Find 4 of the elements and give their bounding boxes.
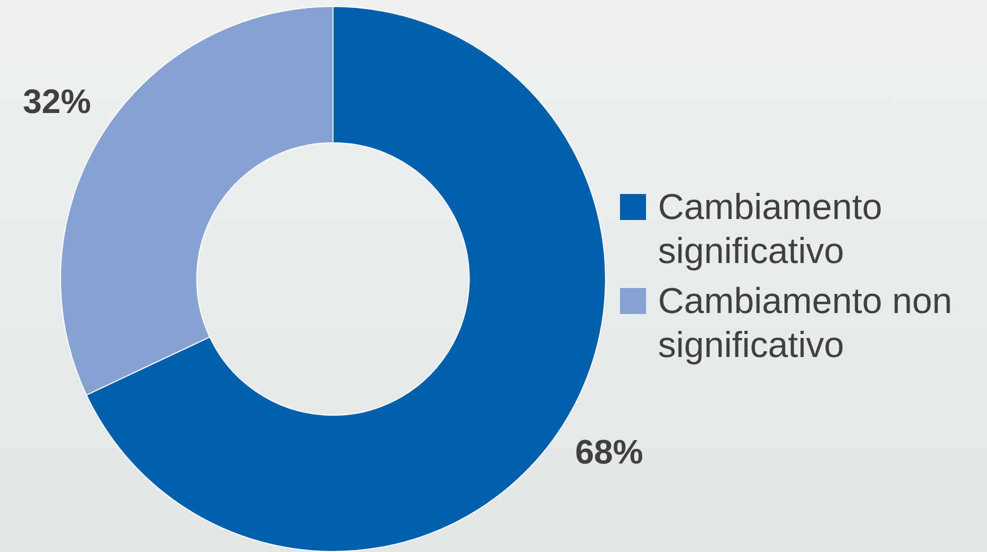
data-label: 32% <box>22 83 91 122</box>
data-label: 68% <box>575 434 644 472</box>
slice-label: Cambiamento significativo <box>658 185 884 273</box>
legend-label: Cambiamento non significativo <box>658 279 954 367</box>
